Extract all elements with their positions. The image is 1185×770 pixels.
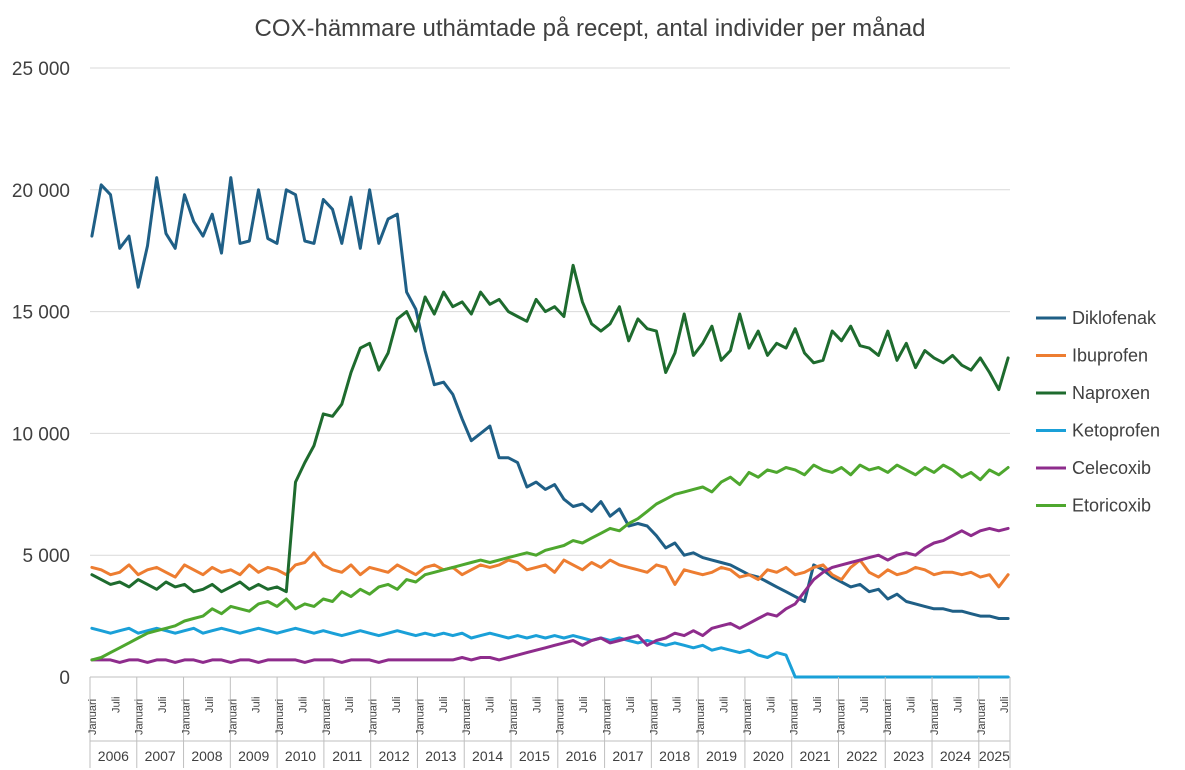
legend-entry: Ibuprofen (1072, 346, 1148, 366)
year-label: 2017 (612, 748, 643, 764)
month-tick-label: Juli (718, 696, 730, 713)
y-tick-label: 20 000 (12, 181, 70, 202)
month-tick-label: Januari (882, 699, 894, 735)
month-tick-label: Juli (999, 696, 1011, 713)
gridlines (90, 67, 1010, 678)
month-tick-label: Juli (485, 696, 497, 713)
series-line-naproxen (90, 263, 1010, 594)
x-axis-ticks: Januari Juli 2006 Januari Juli 2007 Januari Jul… (87, 677, 1011, 768)
month-tick-label: Januari (87, 699, 99, 735)
y-tick-label: 10 000 (12, 424, 70, 445)
month-tick-label: Januari (368, 699, 380, 735)
year-label: 2013 (425, 748, 456, 764)
year-label: 2010 (285, 748, 316, 764)
month-tick-label: Januari (181, 699, 193, 735)
month-tick-label: Januari (134, 699, 146, 735)
month-tick-label: Juli (859, 696, 871, 713)
month-tick-label: Januari (602, 699, 614, 735)
y-tick-label: 5 000 (22, 546, 70, 567)
month-tick-label: Januari (648, 699, 660, 735)
month-tick-label: Juli (297, 696, 309, 713)
year-label: 2018 (659, 748, 690, 764)
month-tick-label: Juli (204, 696, 216, 713)
month-tick-label: Januari (508, 699, 520, 735)
year-label: 2009 (238, 748, 269, 764)
month-tick-label: Januari (555, 699, 567, 735)
year-label: 2021 (800, 748, 831, 764)
month-tick-label: Juli (157, 696, 169, 713)
year-label: 2007 (145, 748, 176, 764)
legend-entry: Naproxen (1072, 383, 1150, 403)
month-tick-label: Januari (695, 699, 707, 735)
month-tick-label: Januari (929, 699, 941, 735)
year-label: 2019 (706, 748, 737, 764)
year-label: 2011 (332, 748, 362, 764)
year-label: 2023 (893, 748, 924, 764)
year-label: 2024 (940, 748, 971, 764)
year-label: 2014 (472, 748, 503, 764)
month-tick-label: Juli (625, 696, 637, 713)
series-line-ketoprofen (90, 626, 1010, 679)
month-tick-label: Juli (812, 696, 824, 713)
month-tick-label: Juli (251, 696, 263, 713)
month-tick-label: Januari (976, 699, 988, 735)
legend-entry: Celecoxib (1072, 458, 1151, 478)
series-line-ibuprofen (90, 551, 1010, 589)
legend-entry: Etoricoxib (1072, 496, 1151, 516)
y-tick-label: 15 000 (12, 303, 70, 324)
series-line-celecoxib (90, 526, 1010, 664)
y-tick-label: 25 000 (12, 59, 70, 80)
series-line-etoricoxib (90, 463, 1010, 662)
legend-entry: Ketoprofen (1072, 421, 1160, 441)
month-tick-label: Juli (110, 696, 122, 713)
legend: Diklofenak Ibuprofen Naproxen Ketoprofen Cel… (1036, 308, 1160, 516)
year-label: 2022 (846, 748, 877, 764)
month-tick-label: Januari (742, 699, 754, 735)
month-tick-label: Januari (461, 699, 473, 735)
month-tick-label: Juli (438, 696, 450, 713)
month-tick-label: Juli (672, 696, 684, 713)
month-tick-label: Juli (344, 696, 356, 713)
month-tick-label: Juli (906, 696, 918, 713)
month-tick-label: Juli (531, 696, 543, 713)
month-tick-label: Januari (789, 699, 801, 735)
month-tick-label: Juli (765, 696, 777, 713)
year-label: 2015 (519, 748, 550, 764)
year-label: 2020 (753, 748, 784, 764)
y-tick-label: 0 (59, 668, 70, 689)
month-tick-label: Januari (835, 699, 847, 735)
series-line-diklofenak (90, 176, 1010, 620)
month-tick-label: Januari (227, 699, 239, 735)
year-label: 2025 (979, 748, 1010, 764)
y-axis-ticks: 0 5 000 10 000 15 000 20 000 25 000 (12, 59, 70, 689)
chart-title: COX-hämmare uthämtade på recept, antal i… (254, 15, 925, 42)
month-tick-label: Juli (578, 696, 590, 713)
month-tick-label: Januari (274, 699, 286, 735)
year-label: 2006 (98, 748, 129, 764)
year-label: 2016 (566, 748, 597, 764)
series-lines (90, 176, 1010, 679)
legend-entry: Diklofenak (1072, 308, 1157, 328)
month-tick-label: Juli (952, 696, 964, 713)
month-tick-label: Januari (321, 699, 333, 735)
month-tick-label: Juli (391, 696, 403, 713)
year-label: 2008 (191, 748, 222, 764)
year-label: 2012 (378, 748, 409, 764)
month-tick-label: Januari (414, 699, 426, 735)
